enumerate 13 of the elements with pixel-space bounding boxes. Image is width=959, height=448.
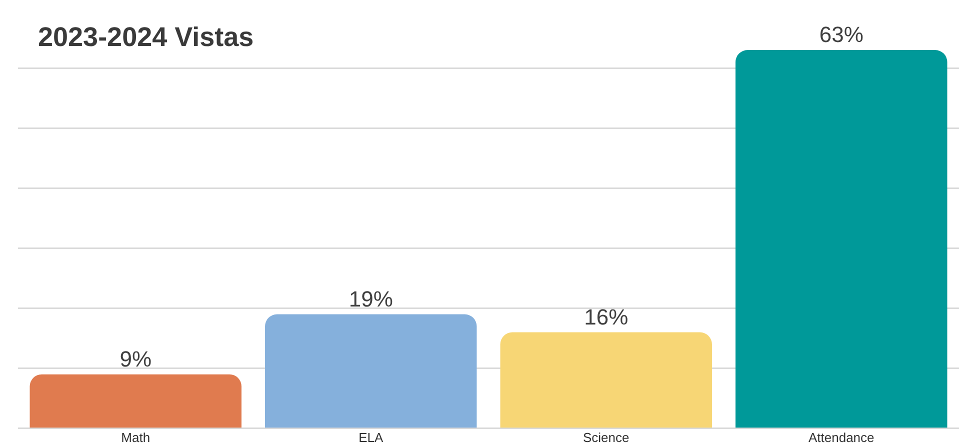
data-label: 19% xyxy=(348,286,393,312)
data-label: 16% xyxy=(584,304,628,330)
x-tick-label: Science xyxy=(583,430,630,445)
x-tick-label: Math xyxy=(121,430,150,445)
bar xyxy=(500,332,712,428)
chart-title: 2023-2024 Vistas xyxy=(38,22,254,52)
data-label: 63% xyxy=(819,22,864,48)
x-tick-label: ELA xyxy=(358,430,384,445)
bar xyxy=(30,374,242,428)
x-tick-label: Attendance xyxy=(808,430,874,445)
bar xyxy=(736,50,948,428)
data-label: 9% xyxy=(120,346,152,372)
bar xyxy=(265,314,477,428)
